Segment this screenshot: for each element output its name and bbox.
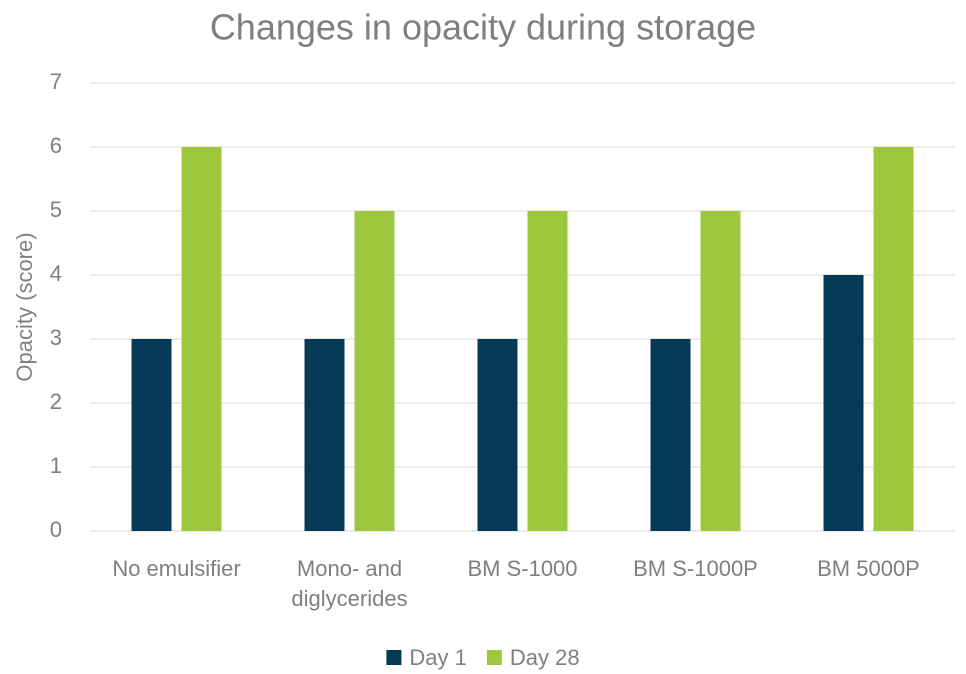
bar	[650, 339, 691, 531]
bar	[527, 211, 568, 531]
bar	[873, 147, 914, 531]
y-tick-label: 6	[50, 133, 62, 158]
y-tick-label: 4	[50, 261, 62, 286]
y-tick-label: 7	[50, 69, 62, 94]
y-tick-label: 2	[50, 389, 62, 414]
x-tick-label: No emulsifier	[112, 556, 241, 581]
bar	[354, 211, 395, 531]
legend-label: Day 1	[409, 645, 466, 670]
bar	[823, 275, 864, 531]
bar	[304, 339, 345, 531]
y-tick-label: 3	[50, 325, 62, 350]
legend-swatch	[386, 650, 402, 665]
legend-swatch	[486, 650, 502, 665]
x-tick-label: BM S-1000	[467, 556, 578, 581]
x-tick-label: BM S-1000P	[633, 556, 758, 581]
bar	[181, 147, 222, 531]
y-tick-label: 0	[50, 517, 62, 542]
x-tick-label: BM 5000P	[817, 556, 920, 581]
bar	[477, 339, 518, 531]
y-tick-label: 1	[50, 453, 62, 478]
chart-title: Changes in opacity during storage	[210, 7, 756, 48]
y-tick-label: 5	[50, 197, 62, 222]
legend-label: Day 28	[510, 645, 580, 670]
bar	[131, 339, 172, 531]
x-tick-label: Mono- and diglycerides	[291, 556, 408, 611]
y-axis-label: Opacity (score)	[12, 232, 37, 381]
bar	[700, 211, 741, 531]
